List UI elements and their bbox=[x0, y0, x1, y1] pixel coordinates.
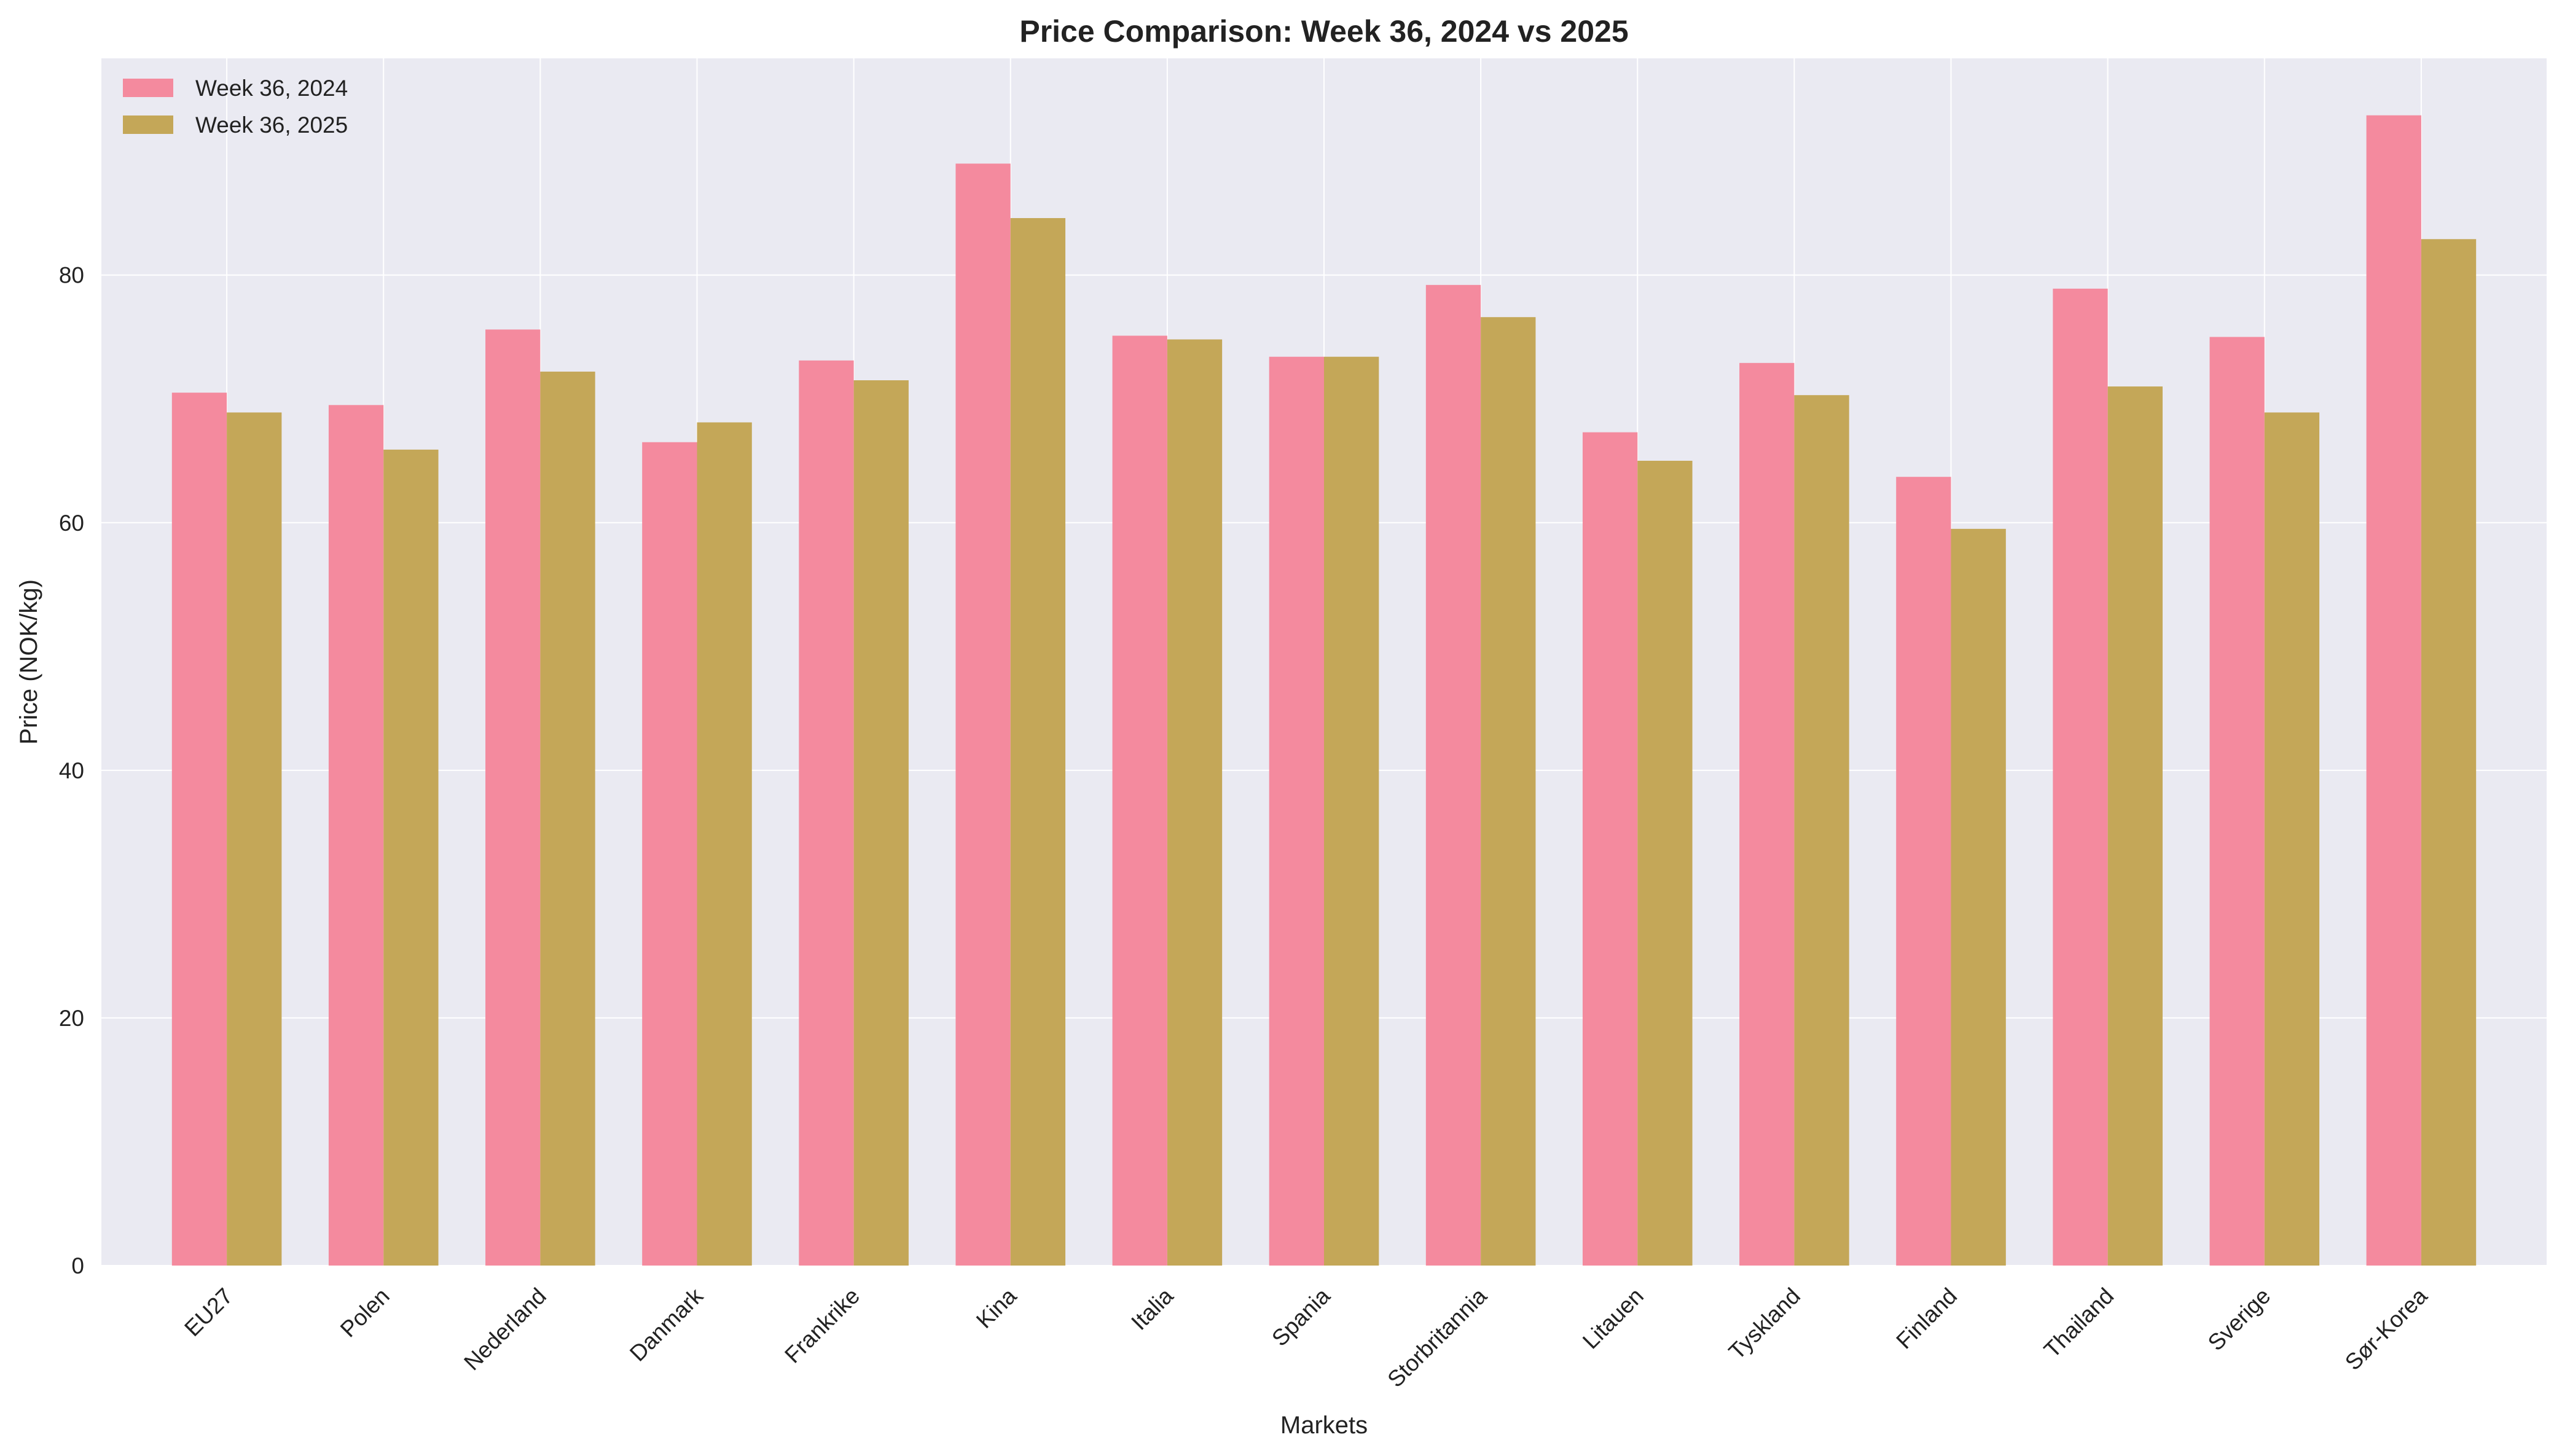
bar-2025-nederland bbox=[540, 371, 595, 1266]
bar-2025-kina bbox=[1010, 217, 1066, 1266]
legend-label: Week 36, 2025 bbox=[195, 112, 348, 138]
bar-2024-sør-korea bbox=[2366, 115, 2421, 1266]
bar-2024-frankrike bbox=[799, 360, 854, 1266]
bar-2024-eu27 bbox=[171, 393, 227, 1266]
y-tick-label: 40 bbox=[59, 758, 84, 783]
bar-2024-thailand bbox=[2053, 288, 2108, 1266]
bar-2025-italia bbox=[1167, 339, 1223, 1266]
y-tick-label: 80 bbox=[59, 263, 84, 288]
bar-2025-frankrike bbox=[853, 380, 909, 1266]
bar-2024-litauen bbox=[1582, 432, 1638, 1266]
bar-2024-storbritannia bbox=[1425, 284, 1481, 1266]
bar-2025-thailand bbox=[2107, 386, 2163, 1266]
chart-title: Price Comparison: Week 36, 2024 vs 2025 bbox=[1019, 14, 1628, 49]
bar-2024-kina bbox=[955, 163, 1011, 1266]
legend-swatch bbox=[123, 115, 173, 134]
bars bbox=[171, 115, 2477, 1266]
bar-2025-eu27 bbox=[227, 412, 282, 1266]
bar-2025-finland bbox=[1951, 528, 2006, 1266]
y-axis-label: Price (NOK/kg) bbox=[15, 579, 42, 745]
bar-2025-tyskland bbox=[1794, 395, 1849, 1266]
y-axis-ticks: 0 20 40 60 80 bbox=[59, 263, 84, 1278]
bar-2025-storbritannia bbox=[1481, 317, 1536, 1266]
bar-2025-spania bbox=[1324, 356, 1379, 1266]
legend: Week 36, 2024 Week 36, 2025 bbox=[123, 76, 348, 138]
bar-2025-danmark bbox=[697, 422, 752, 1266]
bar-2024-finland bbox=[1896, 477, 1951, 1266]
y-tick-label: 20 bbox=[59, 1006, 84, 1031]
bar-2025-sør-korea bbox=[2421, 239, 2477, 1266]
bar-2025-sverige bbox=[2264, 412, 2320, 1266]
bar-2024-spania bbox=[1269, 356, 1324, 1266]
legend-label: Week 36, 2024 bbox=[195, 76, 348, 101]
bar-2025-litauen bbox=[1637, 461, 1693, 1266]
bar-2025-polen bbox=[383, 449, 439, 1266]
legend-swatch bbox=[123, 79, 173, 97]
y-tick-label: 0 bbox=[71, 1253, 84, 1278]
x-axis-label: Markets bbox=[1280, 1412, 1368, 1439]
bar-2024-nederland bbox=[485, 329, 541, 1266]
bar-2024-tyskland bbox=[1739, 362, 1795, 1266]
bar-2024-sverige bbox=[2209, 337, 2265, 1266]
bar-2024-polen bbox=[328, 405, 384, 1266]
y-tick-label: 60 bbox=[59, 511, 84, 536]
bar-2024-danmark bbox=[642, 442, 697, 1266]
bar-2024-italia bbox=[1112, 335, 1167, 1266]
